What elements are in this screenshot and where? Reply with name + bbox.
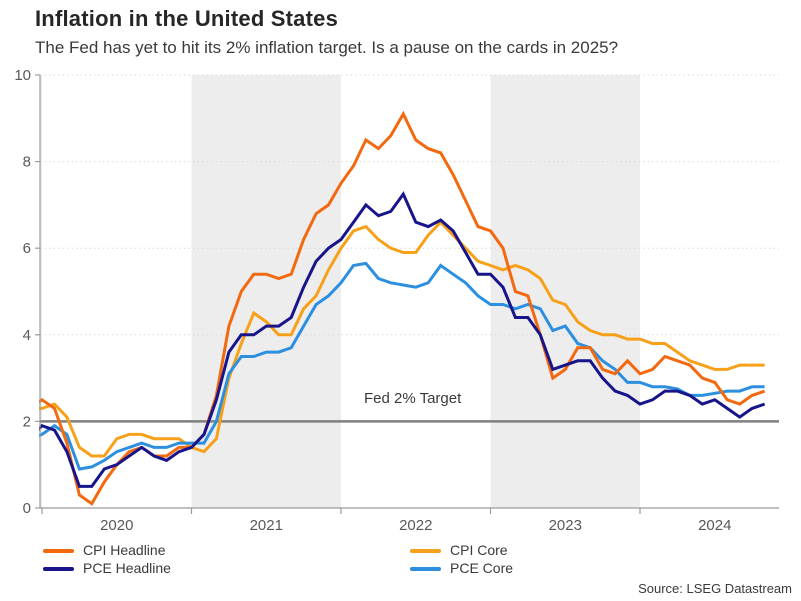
chart-legend-column-1: CPI Headline PCE Headline	[43, 543, 171, 576]
x-tick-label-2021: 2021	[250, 517, 283, 534]
chart-legend-column-2: CPI Core PCE Core	[410, 543, 513, 576]
fed-target-annotation: Fed 2% Target	[364, 390, 462, 407]
legend-swatch-icon	[410, 566, 441, 571]
band-sliver-left	[40, 75, 42, 508]
x-tick-label-2023: 2023	[549, 517, 582, 534]
series-line-cpi-core	[39, 220, 765, 458]
legend-item-pce-core: PCE Core	[410, 561, 513, 576]
y-tick-label-2: 2	[23, 413, 31, 430]
page-title: Inflation in the United States	[35, 6, 339, 31]
legend-label: PCE Headline	[83, 560, 171, 576]
legend-label: PCE Core	[450, 560, 514, 576]
legend-item-cpi-core: CPI Core	[410, 543, 513, 558]
x-tick-label-2024: 2024	[698, 517, 731, 534]
y-tick-label-8: 8	[23, 154, 31, 171]
x-tick-label-2022: 2022	[399, 517, 432, 534]
legend-label: CPI Core	[450, 542, 508, 558]
legend-label: CPI Headline	[83, 542, 166, 558]
y-tick-label-0: 0	[23, 500, 31, 517]
y-tick-label-10: 10	[14, 67, 31, 84]
legend-swatch-icon	[43, 566, 74, 571]
page-subtitle: The Fed has yet to hit its 2% inflation …	[35, 38, 619, 57]
series-line-pce-core	[39, 261, 765, 471]
source-credit: Source: LSEG Datastream	[638, 581, 792, 596]
y-tick-label-6: 6	[23, 240, 31, 257]
legend-item-cpi-headline: CPI Headline	[43, 543, 171, 558]
legend-swatch-icon	[43, 548, 74, 553]
x-tick-label-2020: 2020	[100, 517, 133, 534]
series-line-pce-headline	[39, 191, 766, 488]
legend-item-pce-headline: PCE Headline	[43, 561, 171, 576]
legend-swatch-icon	[410, 548, 441, 553]
band-2023	[490, 75, 640, 508]
y-tick-label-4: 4	[23, 327, 31, 344]
